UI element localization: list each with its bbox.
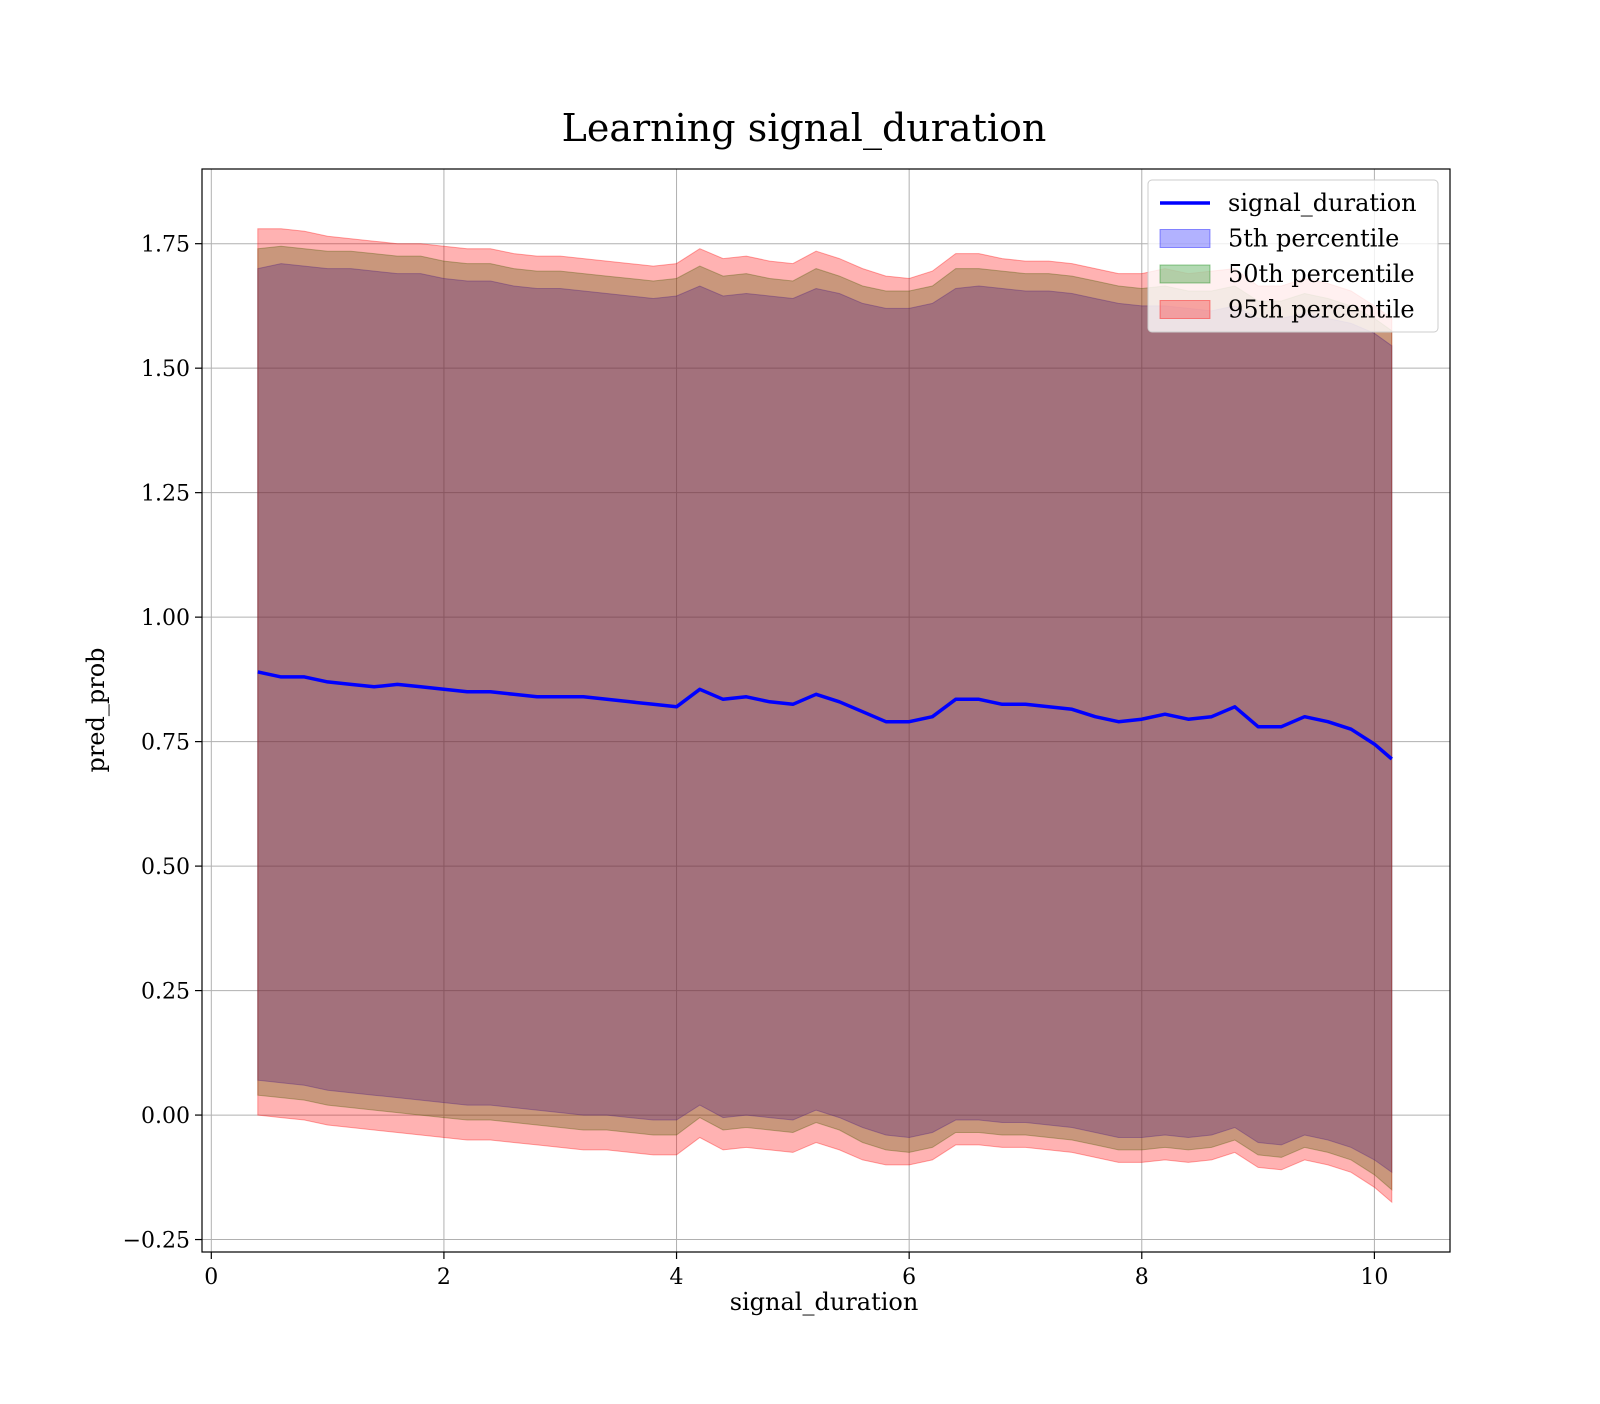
y-axis-label: pred_prob bbox=[82, 647, 110, 772]
legend: signal_duration 5th percentile 50th percen… bbox=[1147, 179, 1439, 333]
y-tick-label: −0.25 bbox=[123, 1229, 190, 1254]
y-tick-label: 1.25 bbox=[141, 482, 190, 507]
legend-patch-swatch bbox=[1159, 229, 1211, 248]
y-tick-label: 1.50 bbox=[141, 357, 190, 382]
legend-box bbox=[1147, 179, 1439, 333]
x-tick-label: 8 bbox=[1135, 1265, 1149, 1290]
band-5th-percentile bbox=[257, 263, 1393, 1174]
percentile-bands bbox=[257, 228, 1393, 1204]
legend-label: 95th percentile bbox=[1228, 296, 1415, 324]
band-50th-percentile bbox=[257, 245, 1393, 1191]
x-tick-label: 0 bbox=[204, 1265, 218, 1290]
legend-label: 50th percentile bbox=[1228, 260, 1415, 288]
y-tick-label: 0.50 bbox=[141, 855, 190, 880]
y-tick-label: 0.75 bbox=[141, 731, 190, 756]
legend-patch-swatch bbox=[1159, 264, 1211, 284]
y-tick-label: 0.25 bbox=[141, 980, 190, 1005]
x-tick-label: 6 bbox=[902, 1265, 916, 1290]
y-tick-label: 0.00 bbox=[141, 1104, 190, 1129]
legend-items: signal_duration 5th percentile 50th percen… bbox=[1159, 189, 1417, 324]
x-tick-label: 4 bbox=[670, 1265, 684, 1290]
x-tick-label: 10 bbox=[1360, 1265, 1388, 1290]
y-axis: −0.25 0.00 0.25 0.50 0.75 1.00 1.25 1.50 1.75 bbox=[123, 233, 202, 1254]
line-series bbox=[257, 670, 1393, 761]
band-95th-percentile bbox=[257, 228, 1393, 1204]
chart-title: Learning signal_duration bbox=[562, 106, 1047, 151]
legend-patch-swatch bbox=[1159, 300, 1211, 319]
x-axis-label: signal_duration bbox=[730, 1288, 919, 1316]
y-tick-label: 1.75 bbox=[141, 233, 190, 258]
y-tick-label: 1.00 bbox=[141, 606, 190, 631]
x-axis: 0 2 4 6 8 10 bbox=[204, 1252, 1388, 1290]
x-tick-label: 2 bbox=[437, 1265, 451, 1290]
legend-label: 5th percentile bbox=[1228, 225, 1399, 253]
plot-frame bbox=[201, 168, 1451, 1253]
grid bbox=[202, 169, 1450, 1252]
series-line-signal-duration bbox=[257, 670, 1393, 761]
legend-label: signal_duration bbox=[1228, 189, 1417, 217]
